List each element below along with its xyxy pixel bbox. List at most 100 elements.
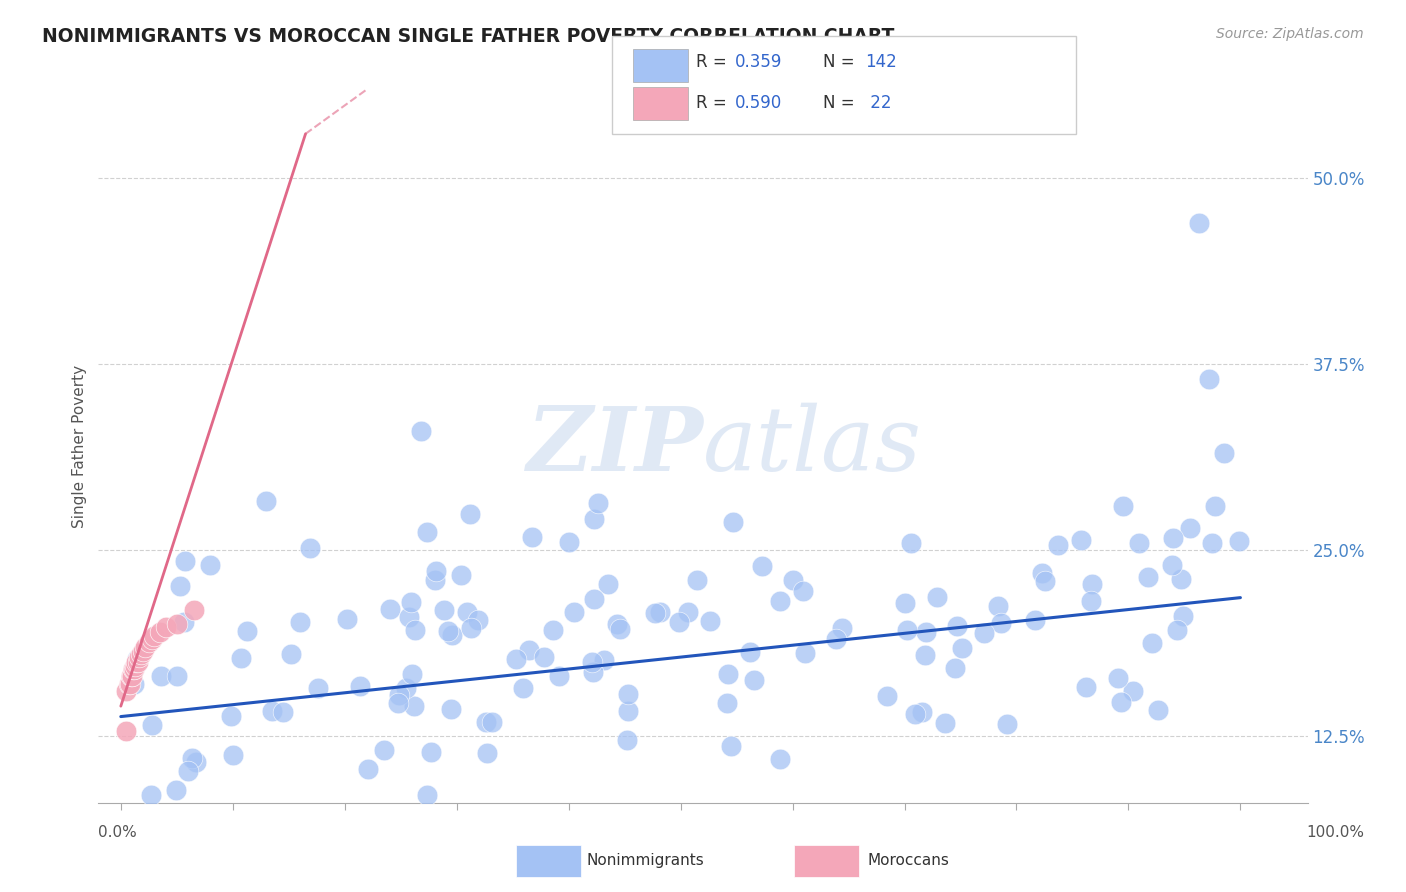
Point <box>307 681 329 695</box>
Point <box>946 619 969 633</box>
Point <box>533 650 555 665</box>
Point <box>122 662 145 676</box>
Point <box>149 624 172 639</box>
Point <box>404 624 426 638</box>
Point <box>648 605 671 619</box>
Point <box>460 507 482 521</box>
Point <box>990 615 1012 630</box>
Point <box>416 524 439 539</box>
Point <box>120 669 142 683</box>
Text: ZIP: ZIP <box>527 403 703 489</box>
Point <box>717 666 740 681</box>
Point <box>1031 566 1053 581</box>
Text: 22: 22 <box>865 94 891 112</box>
Point <box>1024 613 1046 627</box>
Point <box>742 673 765 687</box>
Point <box>721 515 744 529</box>
Point <box>581 655 603 669</box>
Point <box>260 704 283 718</box>
Point <box>588 495 610 509</box>
Point <box>141 632 163 647</box>
Point <box>769 594 792 608</box>
Point <box>593 653 616 667</box>
Point <box>793 646 815 660</box>
Point <box>475 746 498 760</box>
Text: Source: ZipAtlas.com: Source: ZipAtlas.com <box>1216 27 1364 41</box>
Point <box>644 606 666 620</box>
Point <box>398 609 420 624</box>
Point <box>1081 577 1104 591</box>
Point <box>441 628 464 642</box>
Point <box>440 701 463 715</box>
Point <box>1173 609 1195 624</box>
Text: Nonimmigrants: Nonimmigrants <box>586 854 704 868</box>
Point <box>118 677 141 691</box>
Point <box>896 623 918 637</box>
Point <box>425 564 447 578</box>
Point <box>987 599 1010 614</box>
Point <box>404 698 426 713</box>
Point <box>1033 574 1056 588</box>
Point <box>769 752 792 766</box>
Point <box>616 733 638 747</box>
Point <box>416 789 439 803</box>
Point <box>254 493 277 508</box>
Point <box>150 669 173 683</box>
Point <box>169 579 191 593</box>
Point <box>475 715 498 730</box>
Point <box>425 574 447 588</box>
Point <box>541 624 564 638</box>
Point <box>720 739 742 753</box>
Text: 142: 142 <box>865 54 897 71</box>
Point <box>668 615 690 629</box>
Point <box>582 512 605 526</box>
Point <box>128 650 150 665</box>
Point <box>409 424 432 438</box>
Point <box>738 645 761 659</box>
Point <box>373 742 395 756</box>
Point <box>676 605 699 619</box>
Point <box>139 789 162 803</box>
Point <box>437 624 460 639</box>
Point <box>914 648 936 663</box>
Point <box>616 687 638 701</box>
Point <box>388 688 411 702</box>
Point <box>1046 538 1069 552</box>
Text: N =: N = <box>823 54 859 71</box>
Point <box>1111 695 1133 709</box>
Point <box>792 584 814 599</box>
Point <box>420 745 443 759</box>
Point <box>138 635 160 649</box>
Point <box>357 762 380 776</box>
Point <box>433 603 456 617</box>
Y-axis label: Single Father Poverty: Single Father Poverty <box>72 365 87 527</box>
Text: atlas: atlas <box>703 402 922 490</box>
Point <box>336 612 359 626</box>
Point <box>1198 372 1220 386</box>
Text: NONIMMIGRANTS VS MOROCCAN SINGLE FATHER POVERTY CORRELATION CHART: NONIMMIGRANTS VS MOROCCAN SINGLE FATHER … <box>42 27 894 45</box>
Point <box>456 605 478 619</box>
Point <box>686 574 709 588</box>
Point <box>583 592 606 607</box>
Point <box>184 756 207 770</box>
Point <box>387 696 409 710</box>
Point <box>1122 684 1144 698</box>
Point <box>1188 216 1211 230</box>
Point <box>876 689 898 703</box>
Point <box>132 644 155 658</box>
Point <box>1146 703 1168 717</box>
Point <box>606 617 628 632</box>
Point <box>174 554 197 568</box>
Point <box>512 681 534 696</box>
Point <box>460 621 482 635</box>
Text: N =: N = <box>823 94 859 112</box>
Point <box>1111 499 1133 513</box>
Point <box>280 648 302 662</box>
Point <box>235 624 257 638</box>
Point <box>231 651 253 665</box>
Point <box>298 541 321 556</box>
Point <box>349 679 371 693</box>
Point <box>596 577 619 591</box>
Point <box>1201 535 1223 549</box>
Point <box>481 714 503 729</box>
